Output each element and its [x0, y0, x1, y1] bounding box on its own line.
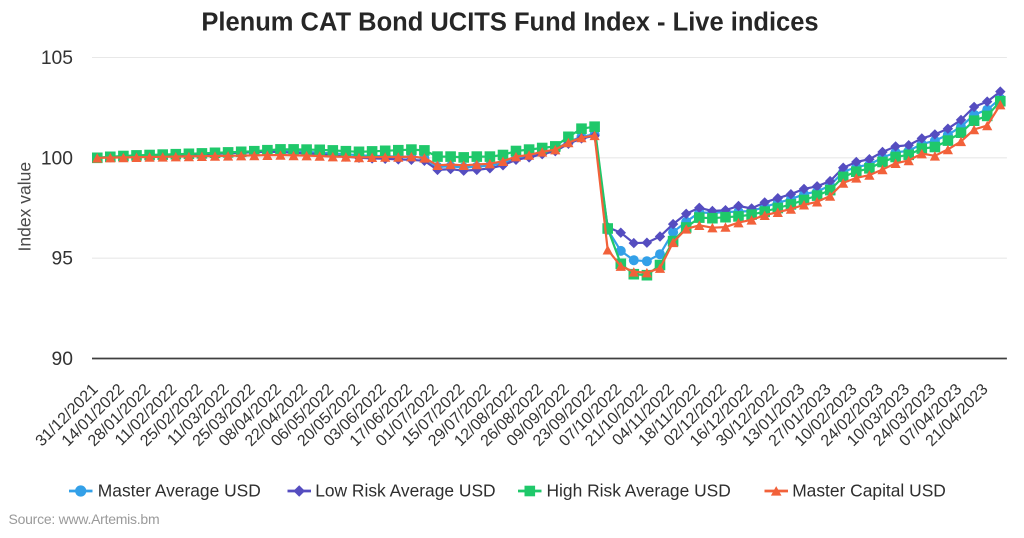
svg-text:Plenum CAT Bond UCITS Fund Ind: Plenum CAT Bond UCITS Fund Index - Live … [201, 8, 818, 36]
svg-text:Source: www.Artemis.bm: Source: www.Artemis.bm [9, 511, 160, 527]
svg-text:100: 100 [41, 148, 73, 169]
svg-text:Master Average USD: Master Average USD [98, 481, 261, 501]
svg-text:95: 95 [52, 249, 73, 270]
svg-text:90: 90 [52, 349, 73, 370]
svg-text:High Risk Average USD: High Risk Average USD [547, 481, 731, 501]
svg-text:105: 105 [41, 48, 73, 69]
svg-text:Index value: Index value [15, 162, 35, 252]
svg-text:Low Risk Average USD: Low Risk Average USD [315, 481, 495, 501]
svg-text:Master Capital USD: Master Capital USD [792, 481, 946, 501]
